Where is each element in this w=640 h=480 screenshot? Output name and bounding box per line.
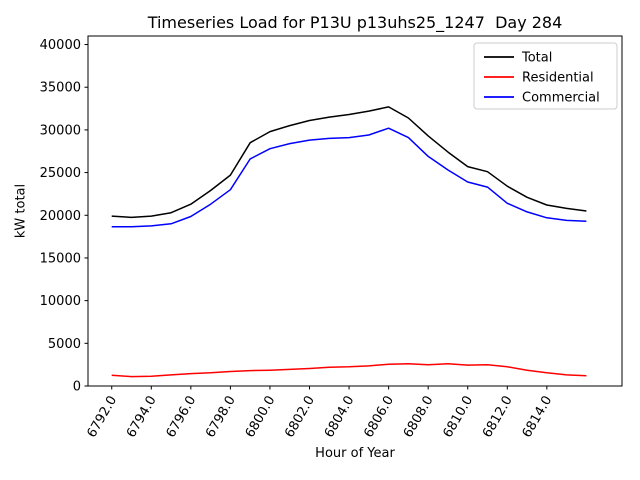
y-tick-label: 35000 [40,81,81,96]
axes-frame [87,35,623,387]
y-tick-label: 40000 [40,38,81,53]
x-tick-label: 6806.0 [361,394,397,441]
legend: Total Residential Commercial [473,42,618,110]
x-tick-label: 6796.0 [164,394,200,441]
x-tick-label: 6814.0 [520,394,556,441]
x-tick-label: 6802.0 [282,394,318,441]
y-tick-label: 5000 [48,337,81,352]
x-axis-label: Hour of Year [315,446,395,461]
series-line-total [111,106,587,219]
x-tick-label: 6794.0 [124,394,160,441]
series-line-residential [111,363,587,378]
legend-box [473,42,618,110]
y-tick-label: 0 [73,380,81,395]
y-axis-label: kW total [13,183,29,239]
x-tick-label: 6808.0 [401,394,437,441]
x-tick-label: 6812.0 [480,394,516,441]
chart-title: Timeseries Load for P13U p13uhs25_1247 D… [147,13,563,32]
y-tick-label: 15000 [40,251,81,266]
x-tick-label: 6800.0 [243,394,279,441]
legend-label-residential: Residential [522,71,594,86]
legend-label-total: Total [521,51,552,66]
y-tick-label: 30000 [40,123,81,138]
series-line-commercial [111,127,587,228]
y-tick-label: 20000 [40,209,81,224]
y-tick-label: 10000 [40,294,81,309]
x-tick-label: 6804.0 [322,394,358,441]
y-tick-label: 25000 [40,166,81,181]
x-tick-label: 6798.0 [203,394,239,441]
legend-label-commercial: Commercial [522,91,600,106]
x-tick-label: 6792.0 [84,394,120,441]
x-tick-label: 6810.0 [440,394,476,441]
